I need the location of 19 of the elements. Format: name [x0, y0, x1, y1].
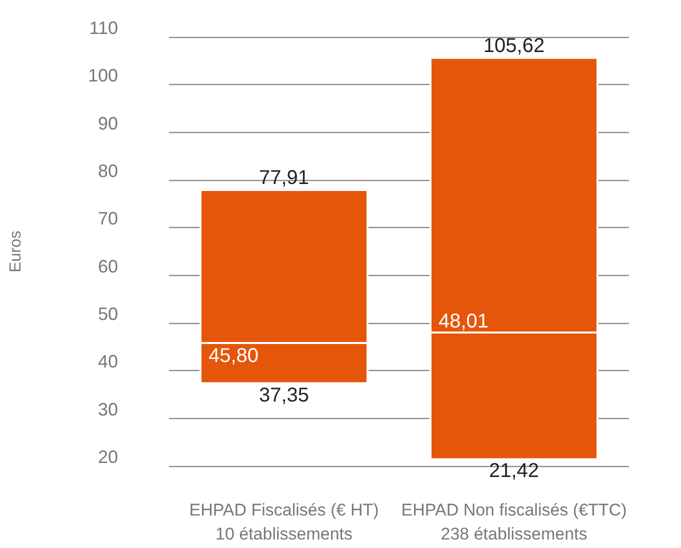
- y-tick-label: 40: [98, 352, 118, 372]
- y-tick-label: 20: [98, 447, 118, 467]
- y-axis-title: Euros: [8, 230, 24, 272]
- annotation: 48,01: [438, 310, 489, 332]
- y-tick-label: 50: [98, 304, 118, 324]
- y-tick-label: 100: [88, 66, 118, 86]
- y-tick-label: 70: [98, 208, 118, 229]
- y-tick-label: 90: [98, 113, 118, 134]
- x-tick-label: EHPAD Non fiscalisés (€TTC) 238 établissements: [401, 500, 627, 544]
- y-tick-label: 110: [89, 18, 118, 38]
- annotation: 105,62: [483, 34, 545, 57]
- y-tick-label: 60: [98, 256, 118, 276]
- y-tick-label: 30: [98, 399, 118, 420]
- annotation: 77,91: [258, 166, 310, 189]
- annotation: 37,35: [258, 384, 310, 406]
- annotation: 45,80: [208, 345, 259, 368]
- x-tick-label: EHPAD Fiscalisés (€ HT) 10 établissements: [189, 500, 379, 544]
- annotation: 21,42: [488, 460, 540, 482]
- y-tick-label: 80: [98, 161, 118, 181]
